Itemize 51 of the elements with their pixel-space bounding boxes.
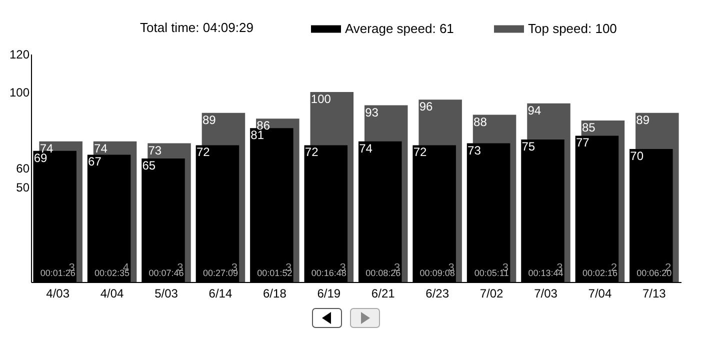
x-tick-label: 6/21 <box>371 286 396 300</box>
data-label: 65 <box>142 158 156 172</box>
data-label: 72 <box>413 145 427 160</box>
x-tick-label: 7/03 <box>534 286 558 300</box>
data-label: 74 <box>94 141 108 156</box>
x-tick-label: 6/23 <box>426 286 450 300</box>
annotation: 00:02:35 <box>94 268 130 278</box>
data-label: 100 <box>310 92 332 106</box>
annotation: 00:09:08 <box>420 268 455 278</box>
x-tick-label: 7/04 <box>588 286 612 300</box>
data-label: 96 <box>419 100 433 114</box>
x-tick-label: 4/04 <box>100 286 124 300</box>
legend-label: Average speed: 61 <box>345 21 454 36</box>
y-tick-label: 50 <box>16 180 30 194</box>
data-label: 93 <box>365 105 379 120</box>
data-label: 70 <box>630 149 644 163</box>
annotation: 00:02:16 <box>582 268 618 278</box>
legend-label: Top speed: 100 <box>528 21 617 36</box>
data-label: 89 <box>636 112 650 127</box>
data-label: 73 <box>148 143 162 158</box>
annotation: 00:06:20 <box>636 268 672 278</box>
data-label: 75 <box>522 140 536 154</box>
annotation: 00:07:46 <box>148 268 184 278</box>
annotation: 00:13:44 <box>528 268 564 278</box>
data-label: 67 <box>88 154 102 169</box>
data-label: 77 <box>576 136 590 150</box>
x-tick-label: 6/19 <box>317 286 341 300</box>
annotation: 00:08:26 <box>366 268 401 278</box>
data-label: 72 <box>196 145 210 160</box>
x-tick-label: 7/02 <box>480 286 504 300</box>
y-tick-label: 100 <box>9 86 30 100</box>
data-label: 85 <box>582 120 596 134</box>
annotation: 00:05:11 <box>474 268 509 278</box>
x-tick-label: 4/03 <box>46 286 70 300</box>
data-label: 94 <box>528 103 542 118</box>
annotation: 00:01:52 <box>257 268 292 278</box>
annotation: 00:27:09 <box>202 268 238 278</box>
x-tick-label: 5/03 <box>154 286 178 300</box>
y-tick-label: 120 <box>9 48 30 62</box>
data-label: 72 <box>304 145 319 160</box>
annotation: 00:16:48 <box>311 268 346 278</box>
data-label: 88 <box>474 114 488 129</box>
text: Total time: 04:09:29 <box>140 20 254 35</box>
y-tick-label: 60 <box>16 162 30 176</box>
x-tick-label: 6/18 <box>263 286 287 300</box>
x-tick-label: 6/14 <box>208 286 232 300</box>
annotation: 00:01:26 <box>40 268 76 278</box>
data-label: 74 <box>359 141 373 156</box>
data-label: 73 <box>468 143 482 158</box>
data-label: 89 <box>202 112 216 127</box>
x-tick-label: 7/13 <box>642 286 666 300</box>
